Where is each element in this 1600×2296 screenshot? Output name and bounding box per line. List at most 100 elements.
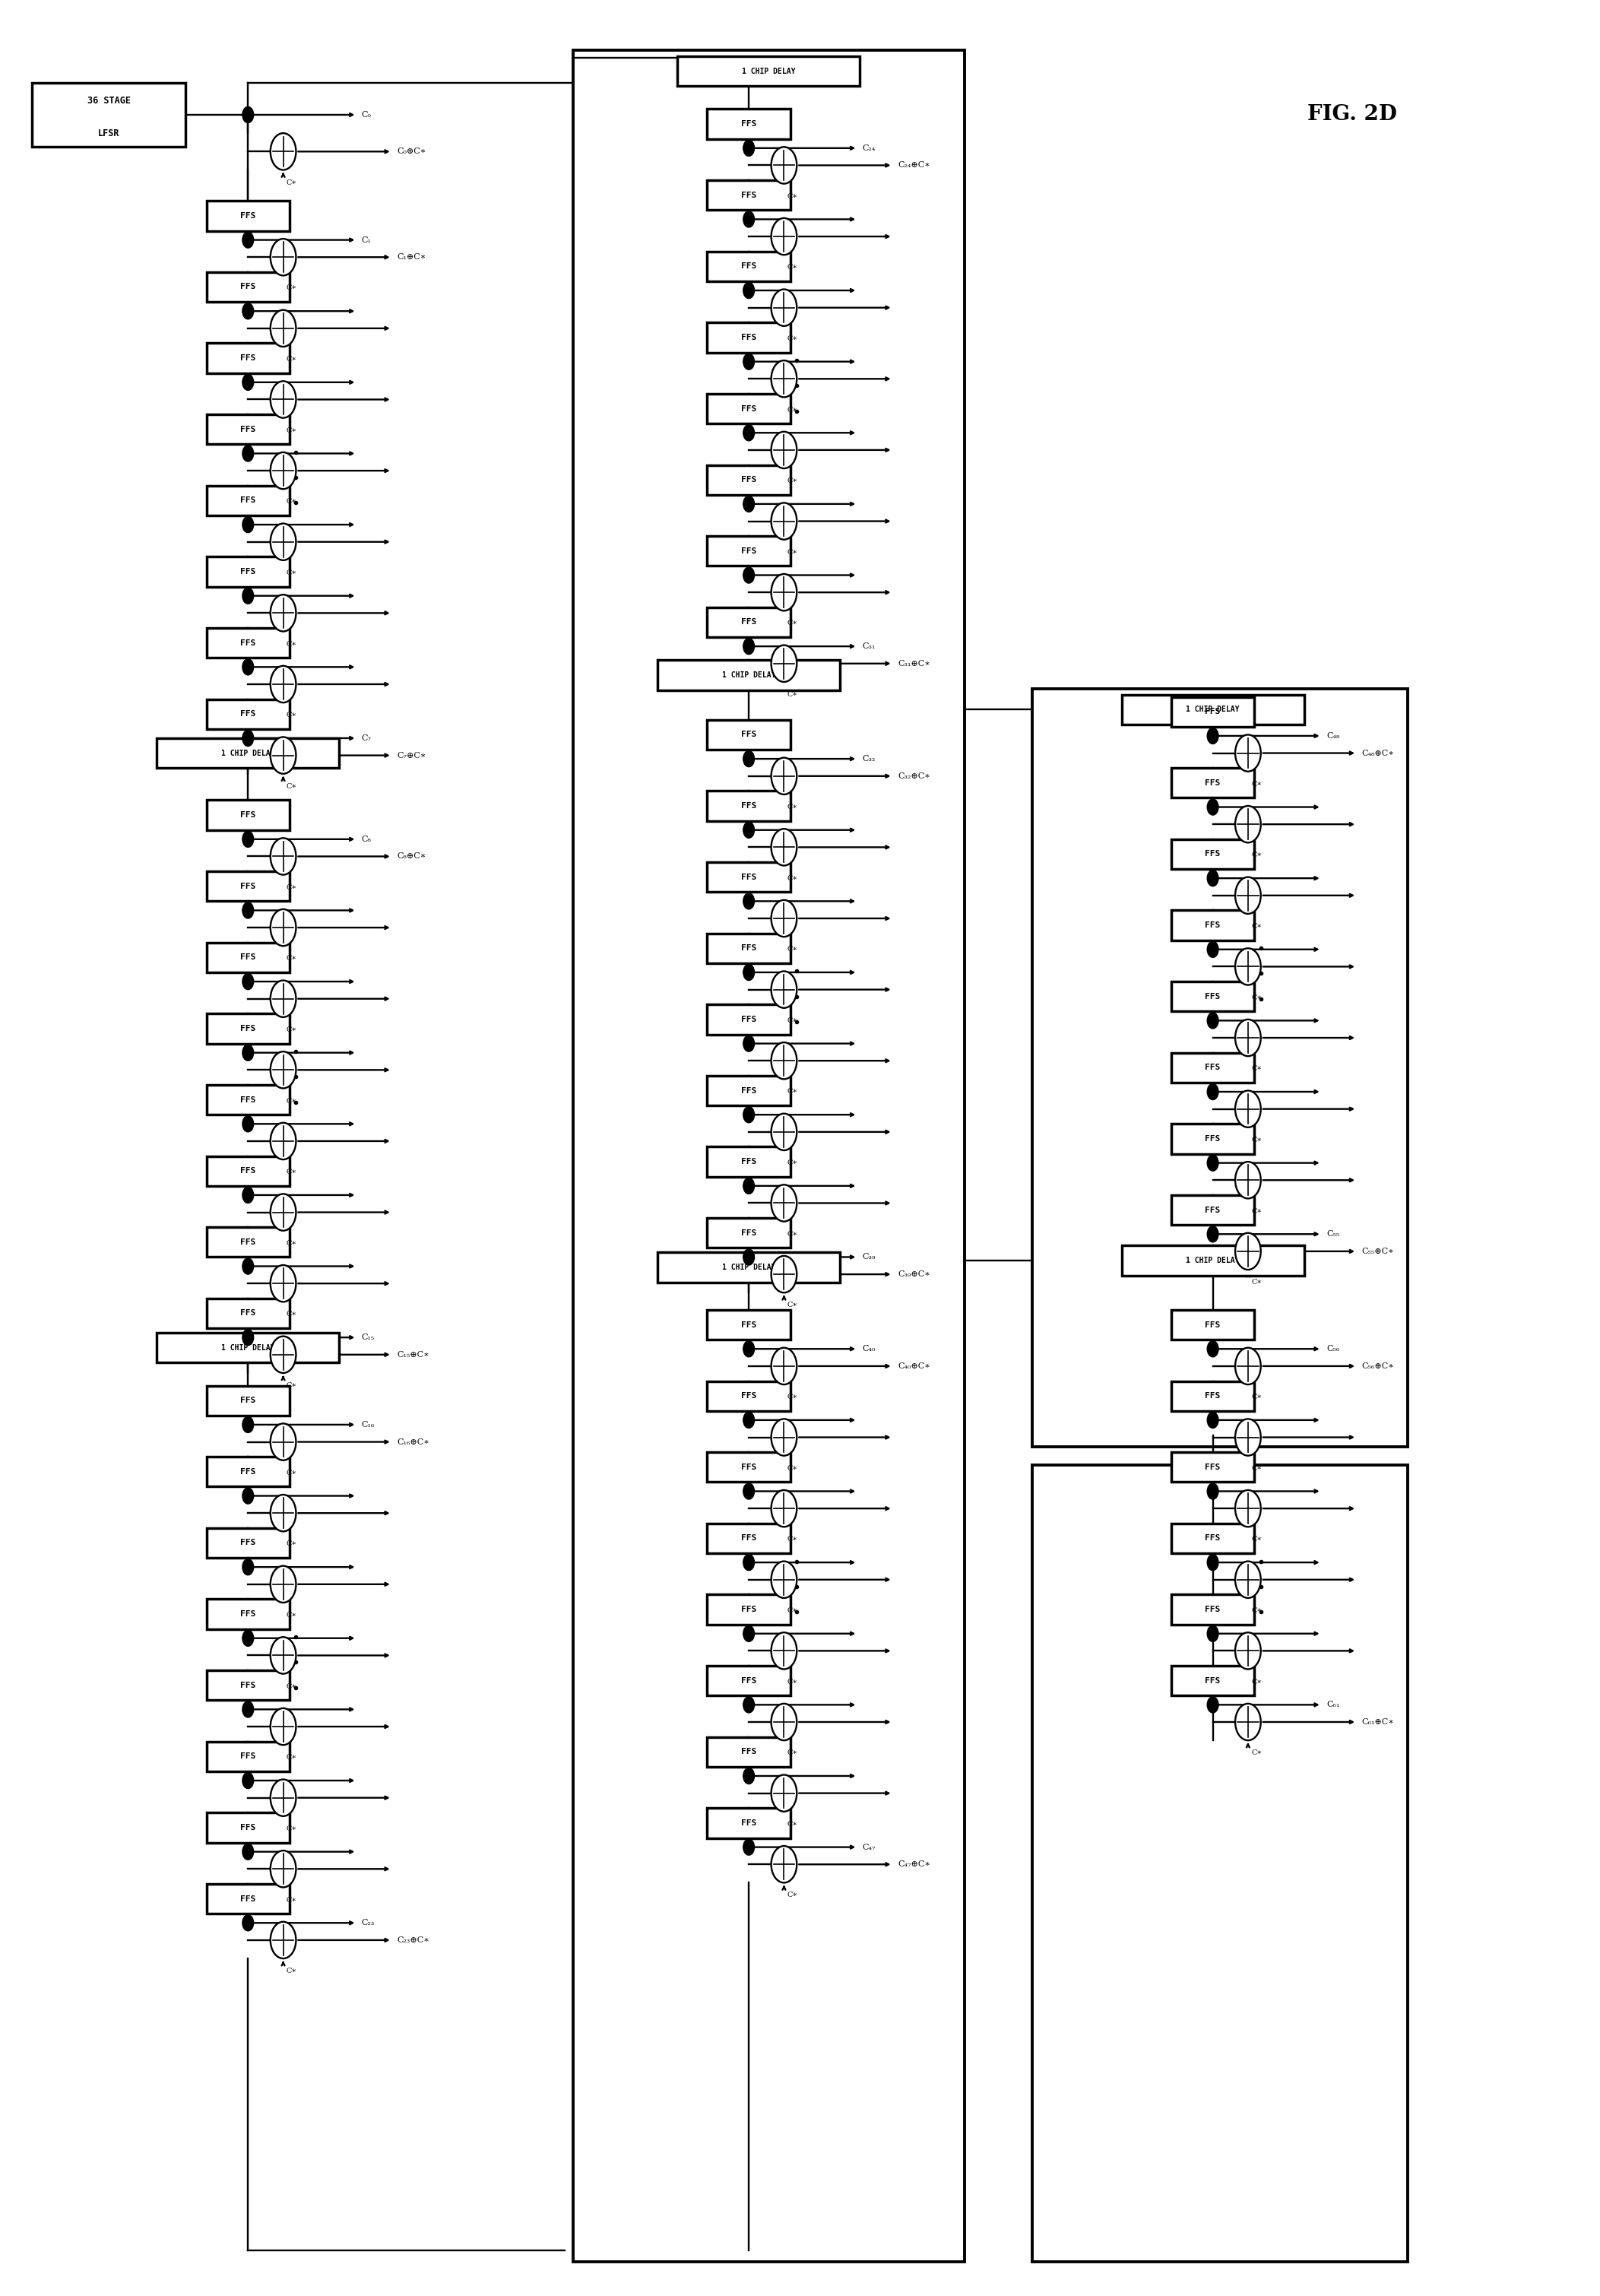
- Circle shape: [270, 1495, 296, 1531]
- Circle shape: [771, 758, 797, 794]
- Bar: [206, 1671, 290, 1701]
- Text: C∗: C∗: [1251, 1607, 1262, 1614]
- Text: 1 CHIP DELAY: 1 CHIP DELAY: [722, 1263, 776, 1272]
- Bar: [206, 1529, 290, 1559]
- Text: C₄₀: C₄₀: [862, 1345, 875, 1352]
- Text: FFS: FFS: [741, 872, 757, 882]
- Text: C₅₆⊕C∗: C₅₆⊕C∗: [1362, 1362, 1394, 1371]
- Circle shape: [270, 381, 296, 418]
- Circle shape: [1235, 1419, 1261, 1456]
- Text: C∗: C∗: [1251, 852, 1262, 859]
- Bar: [573, 51, 965, 2262]
- Bar: [658, 659, 840, 689]
- Circle shape: [1206, 1341, 1219, 1357]
- Circle shape: [744, 211, 755, 227]
- Circle shape: [744, 1341, 755, 1357]
- Circle shape: [243, 517, 253, 533]
- Bar: [206, 413, 290, 445]
- Circle shape: [243, 1187, 253, 1203]
- Text: FFS: FFS: [1205, 1205, 1221, 1215]
- Text: FFS: FFS: [741, 1676, 757, 1685]
- Circle shape: [243, 902, 253, 918]
- Bar: [206, 1300, 290, 1329]
- Bar: [707, 537, 790, 567]
- Circle shape: [771, 971, 797, 1008]
- Text: C∗: C∗: [787, 478, 798, 484]
- Circle shape: [744, 1483, 755, 1499]
- Bar: [707, 1596, 790, 1626]
- Text: C₄₀⊕C∗: C₄₀⊕C∗: [898, 1362, 930, 1371]
- Circle shape: [243, 1116, 253, 1132]
- Text: C∗: C∗: [787, 1088, 798, 1095]
- Circle shape: [243, 1701, 253, 1717]
- Circle shape: [1235, 1233, 1261, 1270]
- Text: C∗: C∗: [286, 356, 298, 363]
- Bar: [707, 464, 790, 496]
- Circle shape: [243, 1258, 253, 1274]
- Bar: [1171, 696, 1254, 726]
- Text: C∗: C∗: [286, 884, 298, 891]
- Text: FFS: FFS: [240, 1609, 256, 1619]
- Text: C₁₆: C₁₆: [362, 1421, 374, 1428]
- Circle shape: [270, 1922, 296, 1958]
- Text: C∗: C∗: [286, 641, 298, 647]
- Circle shape: [771, 289, 797, 326]
- Circle shape: [771, 1704, 797, 1740]
- Circle shape: [771, 1632, 797, 1669]
- Text: FFS: FFS: [741, 730, 757, 739]
- Bar: [32, 83, 186, 147]
- Bar: [707, 932, 790, 964]
- Circle shape: [243, 1630, 253, 1646]
- Circle shape: [1206, 1626, 1219, 1642]
- Bar: [1171, 1596, 1254, 1626]
- Text: C₅₆: C₅₆: [1326, 1345, 1339, 1352]
- Text: FFS: FFS: [240, 638, 256, 647]
- Circle shape: [243, 374, 253, 390]
- Text: C∗: C∗: [286, 1896, 298, 1903]
- Text: FFS: FFS: [240, 1681, 256, 1690]
- Circle shape: [243, 106, 253, 124]
- Circle shape: [744, 964, 755, 980]
- Circle shape: [771, 147, 797, 184]
- Circle shape: [243, 232, 253, 248]
- Circle shape: [1235, 948, 1261, 985]
- Text: C₅₅: C₅₅: [1326, 1231, 1339, 1238]
- Text: C∗: C∗: [286, 569, 298, 576]
- Bar: [707, 861, 790, 891]
- Circle shape: [744, 1249, 755, 1265]
- Text: C∗: C∗: [1251, 1137, 1262, 1143]
- Text: C₃₁⊕C∗: C₃₁⊕C∗: [898, 659, 930, 668]
- Text: C∗: C∗: [1251, 1065, 1262, 1072]
- Circle shape: [744, 1178, 755, 1194]
- Text: FFS: FFS: [1205, 1063, 1221, 1072]
- Text: C∗: C∗: [286, 955, 298, 962]
- Bar: [1171, 1667, 1254, 1697]
- Bar: [707, 1667, 790, 1697]
- Circle shape: [1206, 941, 1219, 957]
- Text: FFS: FFS: [1205, 1134, 1221, 1143]
- Bar: [707, 1075, 790, 1107]
- Bar: [1171, 1054, 1254, 1084]
- Circle shape: [771, 900, 797, 937]
- Bar: [206, 870, 290, 900]
- Circle shape: [243, 303, 253, 319]
- Bar: [707, 719, 790, 748]
- Text: FFS: FFS: [741, 1534, 757, 1543]
- Circle shape: [771, 645, 797, 682]
- Text: FFS: FFS: [240, 1752, 256, 1761]
- Circle shape: [1235, 1091, 1261, 1127]
- Text: FFS: FFS: [240, 1024, 256, 1033]
- Text: FFS: FFS: [240, 1894, 256, 1903]
- Circle shape: [243, 1915, 253, 1931]
- Circle shape: [771, 218, 797, 255]
- Circle shape: [1206, 799, 1219, 815]
- Text: FFS: FFS: [240, 1823, 256, 1832]
- Text: FFS: FFS: [240, 496, 256, 505]
- Text: C∗: C∗: [286, 1683, 298, 1690]
- Circle shape: [270, 1779, 296, 1816]
- Bar: [206, 1600, 290, 1630]
- Text: C∗: C∗: [787, 264, 798, 271]
- Circle shape: [270, 1566, 296, 1603]
- Text: 36 STAGE: 36 STAGE: [86, 96, 131, 106]
- Circle shape: [771, 829, 797, 866]
